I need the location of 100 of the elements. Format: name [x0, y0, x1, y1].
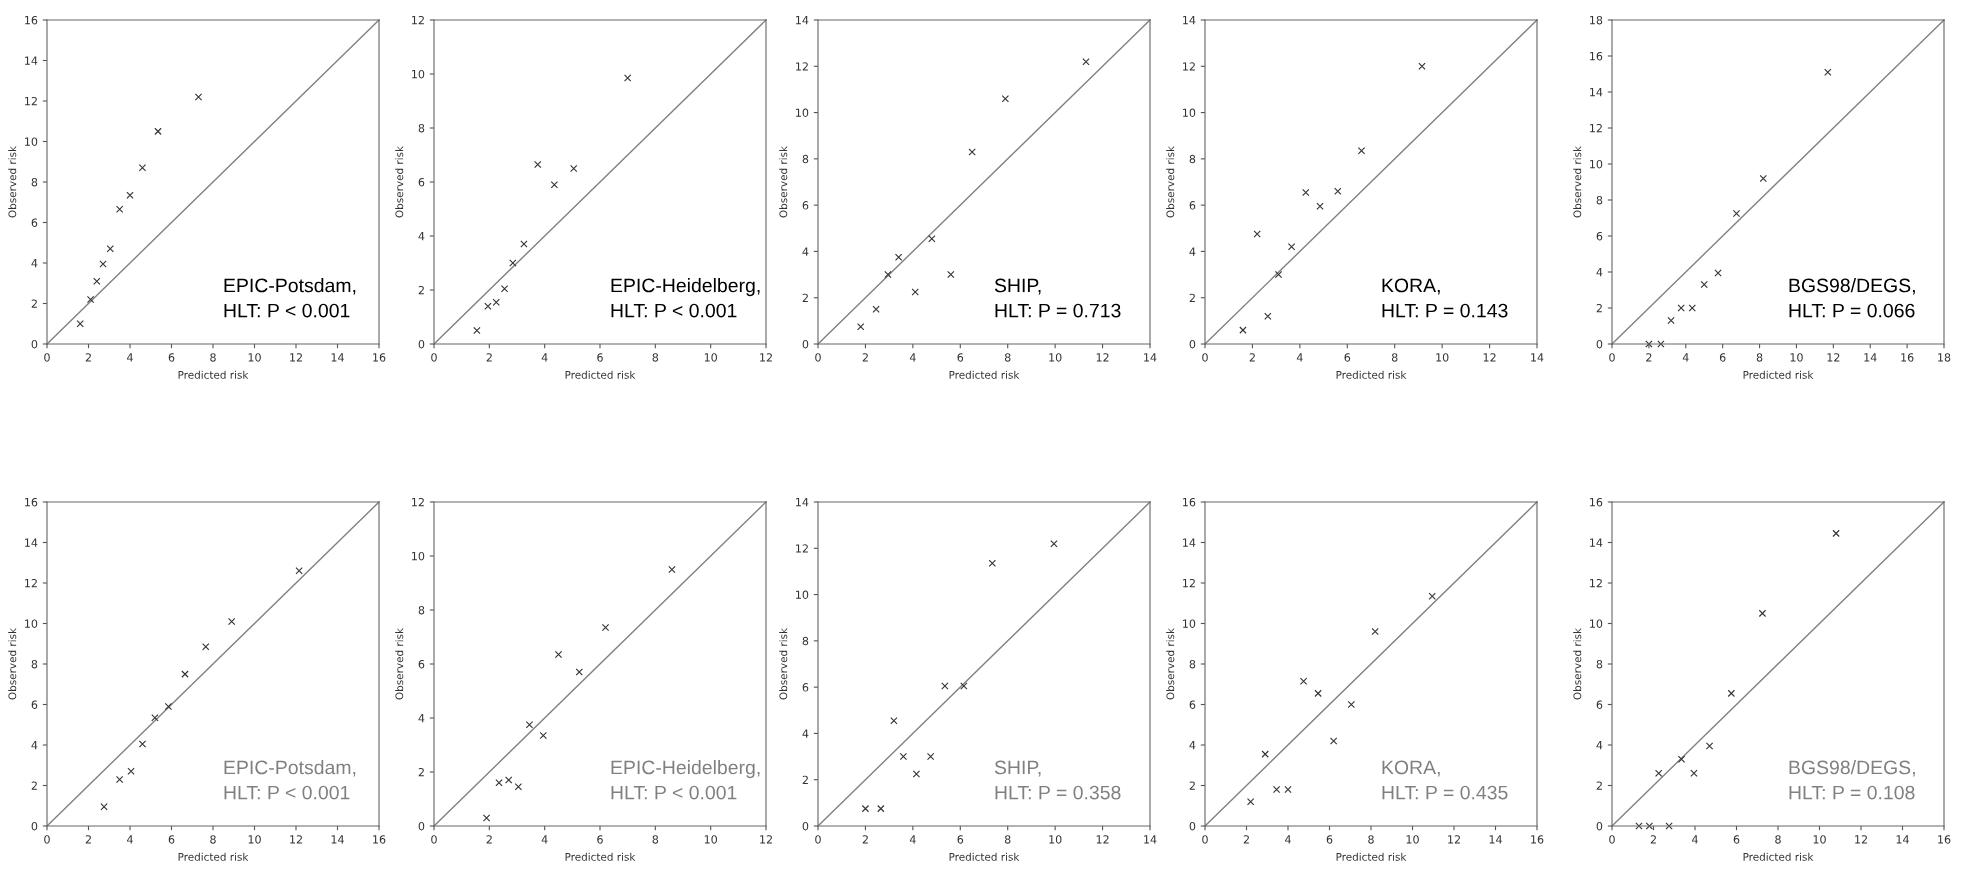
point — [947, 270, 955, 279]
x-tick-label: 10 — [248, 353, 261, 362]
annotation: EPIC-Potsdam, HLT: P < 0.001 — [224, 278, 356, 318]
x-tick-label: 6 — [1719, 353, 1726, 362]
y-tick-label: 6 — [418, 177, 425, 187]
y-tick-label: 14 — [25, 538, 38, 547]
x-tick-label: 12 — [290, 835, 302, 844]
point — [1357, 147, 1366, 155]
x-tick-label: 12 — [1448, 835, 1460, 844]
x-tick-label: 2 — [85, 835, 91, 844]
point — [138, 164, 147, 172]
y-tick-label: 10 — [1183, 108, 1196, 117]
annotation: EPIC-Heidelberg, HLT: P < 0.001 — [611, 760, 760, 800]
y-tick-label: 10 — [25, 619, 38, 628]
point — [202, 643, 210, 651]
y-axis-title: Observed risk — [8, 628, 17, 700]
x-tick-label: 2 — [1249, 353, 1255, 362]
y-tick-label: 0 — [31, 821, 38, 831]
y-tick-label: 10 — [1590, 619, 1603, 628]
x-tick-label: 6 — [957, 353, 964, 362]
annotation: SHIP, HLT: P = 0.358 — [994, 760, 1121, 800]
y-tick-label: 4 — [802, 247, 809, 256]
x-tick-label: 8 — [210, 835, 216, 844]
x-tick-label: 8 — [1391, 353, 1398, 362]
y-tick-label: 0 — [1596, 821, 1603, 831]
point — [115, 205, 124, 214]
y-tick-label: 2 — [31, 781, 37, 790]
point — [1655, 769, 1663, 778]
y-axis-title: Observed risk — [1166, 146, 1175, 218]
x-tick-label: 6 — [1344, 353, 1351, 362]
y-tick-label: 12 — [796, 62, 808, 71]
y-tick-label: 4 — [1189, 247, 1196, 256]
y-tick-label: 8 — [802, 636, 809, 646]
y-tick-label: 4 — [802, 729, 809, 738]
point — [1832, 529, 1840, 538]
y-tick-label: 12 — [412, 15, 424, 25]
y-tick-label: 0 — [1596, 339, 1603, 349]
y-tick-label: 14 — [1590, 88, 1603, 97]
point — [988, 559, 996, 568]
y-tick-label: 8 — [1596, 195, 1603, 205]
point — [1690, 769, 1698, 778]
x-tick-label: 18 — [1938, 353, 1951, 362]
x-tick-label: 4 — [909, 353, 916, 362]
y-tick-label: 14 — [1590, 538, 1603, 547]
y-tick-label: 4 — [418, 714, 425, 723]
point — [295, 567, 303, 575]
point — [106, 245, 114, 253]
x-axis-title: Predicted risk — [949, 852, 1020, 861]
point — [550, 181, 559, 189]
x-tick-label: 6 — [597, 353, 603, 362]
y-tick-label: 0 — [802, 339, 809, 349]
y-tick-label: 16 — [1590, 51, 1603, 61]
y-tick-label: 0 — [802, 821, 809, 831]
y-tick-label: 6 — [802, 683, 809, 692]
y-axis-title: Observed risk — [779, 146, 788, 218]
y-tick-label: 16 — [1590, 497, 1603, 507]
point — [928, 235, 936, 243]
x-tick-label: 12 — [1483, 353, 1496, 362]
x-tick-label: 8 — [652, 353, 659, 362]
y-tick-label: 14 — [796, 498, 809, 507]
annotation: KORA, HLT: P = 0.143 — [1382, 278, 1508, 318]
y-tick-label: 6 — [418, 659, 425, 669]
y-tick-label: 2 — [418, 767, 424, 777]
x-tick-label: 6 — [168, 353, 175, 362]
x-tick-label: 16 — [1938, 835, 1951, 844]
x-tick-label: 8 — [1004, 353, 1011, 362]
point — [482, 814, 491, 822]
y-tick-label: 4 — [31, 741, 38, 750]
x-tick-label: 0 — [431, 353, 437, 362]
y-tick-label: 6 — [802, 201, 809, 210]
point — [1727, 689, 1735, 698]
point — [1253, 230, 1261, 238]
point — [495, 779, 503, 787]
x-tick-label: 16 — [373, 353, 386, 362]
point — [473, 326, 481, 335]
x-tick-label: 10 — [1436, 353, 1449, 362]
y-tick-label: 12 — [1590, 123, 1602, 133]
x-tick-label: 8 — [1004, 835, 1011, 844]
y-tick-label: 10 — [796, 108, 809, 117]
y-tick-label: 8 — [418, 605, 425, 615]
x-axis-title: Predicted risk — [1743, 852, 1814, 861]
x-tick-label: 6 — [1733, 835, 1740, 844]
x-tick-label: 10 — [1406, 835, 1419, 844]
point — [1316, 202, 1324, 210]
x-tick-label: 2 — [862, 835, 868, 844]
point — [1705, 742, 1714, 750]
x-tick-label: 14 — [1489, 835, 1502, 844]
x-tick-label: 14 — [1144, 353, 1157, 362]
x-tick-label: 12 — [760, 835, 772, 844]
point — [76, 320, 84, 328]
x-tick-label: 10 — [1813, 835, 1826, 844]
x-axis-title: Predicted risk — [178, 852, 249, 861]
y-tick-label: 4 — [418, 232, 425, 241]
y-tick-label: 0 — [418, 339, 425, 349]
x-tick-label: 10 — [1049, 835, 1062, 844]
x-tick-label: 2 — [1646, 353, 1652, 362]
y-tick-label: 6 — [1596, 231, 1603, 241]
x-tick-label: 4 — [1296, 353, 1303, 362]
annotation: EPIC-Potsdam, HLT: P < 0.001 — [224, 760, 356, 800]
y-tick-label: 6 — [31, 700, 38, 709]
